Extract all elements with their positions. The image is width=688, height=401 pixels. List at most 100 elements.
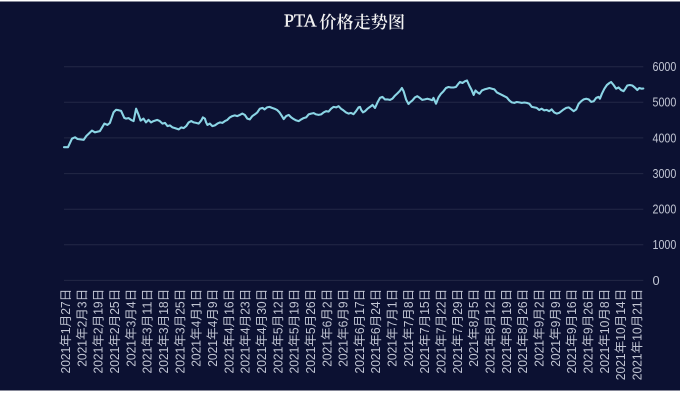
svg-text:22: 22: [435, 301, 449, 314]
svg-text:2021: 2021: [418, 347, 432, 374]
svg-text:17: 17: [353, 301, 367, 314]
svg-text:2021: 2021: [190, 340, 204, 367]
svg-text:2021: 2021: [435, 347, 449, 374]
svg-text:2021: 2021: [206, 340, 220, 367]
svg-text:8: 8: [598, 301, 612, 308]
svg-text:12: 12: [271, 301, 285, 314]
svg-text:2000: 2000: [653, 202, 677, 217]
svg-text:2021: 2021: [239, 347, 253, 374]
svg-text:2: 2: [320, 301, 334, 308]
svg-text:6: 6: [337, 321, 351, 328]
svg-text:2021: 2021: [581, 347, 595, 374]
svg-text:2: 2: [92, 327, 106, 334]
svg-text:7: 7: [402, 321, 416, 328]
svg-text:2021: 2021: [173, 347, 187, 374]
svg-text:2: 2: [533, 301, 547, 308]
svg-text:2021: 2021: [271, 347, 285, 374]
svg-text:5: 5: [271, 327, 285, 334]
svg-text:3: 3: [75, 301, 89, 308]
svg-text:10: 10: [614, 327, 628, 340]
svg-text:2021: 2021: [59, 347, 73, 374]
svg-text:21: 21: [630, 301, 644, 314]
svg-text:7: 7: [435, 327, 449, 334]
svg-text:26: 26: [516, 301, 530, 314]
svg-text:9: 9: [206, 301, 220, 308]
svg-text:9: 9: [549, 301, 563, 308]
svg-text:2021: 2021: [304, 347, 318, 374]
svg-text:8: 8: [467, 321, 481, 328]
svg-text:23: 23: [239, 301, 253, 314]
svg-text:9: 9: [549, 321, 563, 328]
svg-text:8: 8: [402, 301, 416, 308]
svg-text:30: 30: [255, 301, 269, 314]
svg-text:1: 1: [59, 327, 73, 334]
svg-text:2021: 2021: [369, 347, 383, 374]
svg-text:2021: 2021: [614, 353, 628, 380]
svg-text:26: 26: [304, 301, 318, 314]
svg-text:2021: 2021: [222, 347, 236, 374]
svg-text:1: 1: [190, 301, 204, 308]
svg-text:2021: 2021: [451, 347, 465, 374]
svg-text:2021: 2021: [353, 347, 367, 374]
svg-text:2021: 2021: [386, 340, 400, 367]
svg-text:1000: 1000: [653, 237, 677, 252]
svg-text:6: 6: [369, 327, 383, 334]
svg-text:4: 4: [190, 321, 204, 328]
svg-text:2021: 2021: [337, 340, 351, 367]
svg-text:7: 7: [451, 327, 465, 334]
svg-text:19: 19: [500, 301, 514, 314]
svg-text:4: 4: [222, 327, 236, 334]
svg-text:18: 18: [157, 301, 171, 314]
svg-text:2021: 2021: [141, 347, 155, 374]
svg-text:1: 1: [386, 301, 400, 308]
svg-text:2021: 2021: [108, 347, 122, 374]
svg-text:2021: 2021: [288, 347, 302, 374]
svg-text:5000: 5000: [653, 95, 677, 110]
svg-text:2021: 2021: [124, 340, 138, 367]
svg-text:14: 14: [614, 301, 628, 314]
svg-text:16: 16: [222, 301, 236, 314]
svg-text:19: 19: [92, 301, 106, 314]
svg-text:5: 5: [288, 327, 302, 334]
svg-text:9: 9: [565, 327, 579, 334]
svg-text:25: 25: [173, 301, 187, 314]
svg-text:10: 10: [630, 327, 644, 340]
svg-text:0: 0: [653, 273, 660, 288]
svg-text:2021: 2021: [533, 340, 547, 367]
svg-text:6: 6: [320, 321, 334, 328]
svg-text:6: 6: [353, 327, 367, 334]
svg-text:7: 7: [386, 321, 400, 328]
svg-text:2021: 2021: [320, 340, 334, 367]
svg-text:2021: 2021: [467, 340, 481, 367]
svg-text:9: 9: [581, 327, 595, 334]
svg-text:2021: 2021: [549, 340, 563, 367]
svg-text:19: 19: [288, 301, 302, 314]
svg-text:9: 9: [533, 321, 547, 328]
svg-text:12: 12: [484, 301, 498, 314]
svg-text:6000: 6000: [653, 59, 677, 74]
svg-text:2021: 2021: [516, 347, 530, 374]
svg-text:16: 16: [565, 301, 579, 314]
svg-text:24: 24: [369, 301, 383, 314]
svg-text:9: 9: [337, 301, 351, 308]
svg-text:26: 26: [581, 301, 595, 314]
svg-text:3: 3: [157, 327, 171, 334]
svg-text:2021: 2021: [565, 347, 579, 374]
svg-text:4: 4: [255, 327, 269, 334]
svg-text:8: 8: [484, 327, 498, 334]
svg-text:2021: 2021: [255, 347, 269, 374]
svg-text:5: 5: [467, 301, 481, 308]
svg-text:PTA: PTA: [284, 11, 317, 31]
svg-text:2021: 2021: [75, 340, 89, 367]
svg-text:2: 2: [75, 321, 89, 328]
svg-text:29: 29: [451, 301, 465, 314]
svg-text:3: 3: [173, 327, 187, 334]
svg-text:8: 8: [516, 327, 530, 334]
svg-text:2021: 2021: [484, 347, 498, 374]
svg-text:4: 4: [124, 301, 138, 308]
svg-text:2021: 2021: [92, 347, 106, 374]
svg-text:11: 11: [141, 301, 155, 314]
svg-text:15: 15: [418, 301, 432, 314]
svg-text:10: 10: [598, 321, 612, 334]
svg-text:27: 27: [59, 301, 73, 314]
